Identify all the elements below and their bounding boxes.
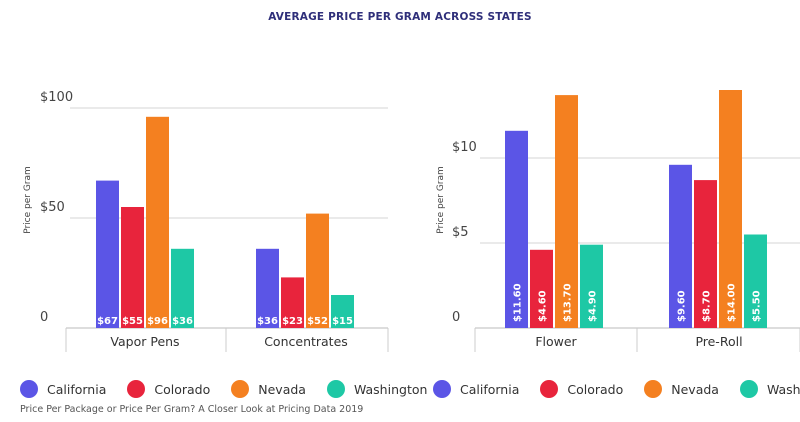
data-label: $96 — [147, 316, 168, 327]
data-label: $36 — [257, 316, 278, 327]
legend-swatch — [644, 380, 663, 398]
bar — [121, 207, 144, 328]
legend-swatch — [20, 380, 38, 398]
data-label: $55 — [122, 316, 143, 327]
bar — [580, 244, 603, 328]
data-label: $4.90 — [588, 290, 599, 322]
bar — [171, 248, 194, 328]
bar — [331, 295, 354, 328]
y-tick-label: $10 — [452, 140, 477, 155]
bar — [744, 234, 767, 328]
legend-item: California — [20, 380, 106, 398]
category-label: Vapor Pens — [110, 334, 179, 349]
legend-label: Washington — [766, 381, 800, 397]
y-axis-label: Price per Gram — [436, 166, 446, 234]
data-label: $52 — [307, 316, 328, 327]
bar — [719, 90, 742, 328]
legend-item: Nevada — [644, 380, 719, 398]
legend-item: Colorado — [127, 380, 210, 398]
legend-label: Washington — [353, 381, 428, 397]
bar — [555, 95, 578, 328]
data-label: $14.00 — [727, 283, 738, 322]
bar — [96, 180, 119, 328]
data-label: $4.60 — [538, 290, 549, 322]
data-label: $15 — [332, 316, 353, 327]
legend-item: Washington — [326, 380, 428, 398]
chart-title: AVERAGE PRICE PER GRAM ACROSS STATES — [268, 11, 532, 23]
category-label: Flower — [535, 334, 577, 349]
legend-swatch — [231, 380, 250, 398]
legend-label: Nevada — [671, 381, 719, 397]
data-label: $8.70 — [702, 290, 713, 322]
data-label: $11.60 — [513, 283, 524, 322]
legend-label: Nevada — [258, 381, 306, 397]
bar — [694, 180, 717, 328]
legend-item: Washington — [739, 380, 800, 398]
data-label: $36 — [172, 316, 193, 327]
legend-label: Colorado — [567, 381, 624, 397]
legend-swatch — [540, 380, 559, 398]
legend-label: California — [47, 381, 107, 397]
data-label: $67 — [97, 316, 118, 327]
legend-item: Colorado — [540, 380, 623, 398]
legend-swatch — [739, 380, 758, 398]
legend-swatch — [127, 380, 146, 398]
legend-swatch — [326, 380, 345, 398]
legend-label: California — [460, 381, 520, 397]
y-tick-label: $100 — [40, 90, 73, 105]
bar — [256, 248, 279, 328]
data-label: $13.70 — [563, 283, 574, 322]
y-tick-label: $50 — [40, 200, 65, 215]
data-label: $23 — [282, 316, 303, 327]
source-note: Price Per Package or Price Per Gram? A C… — [20, 404, 364, 415]
legend-right: California Colorado Nevada Washington — [433, 379, 800, 399]
category-label: Pre-Roll — [695, 334, 742, 349]
legend-left: California Colorado Nevada Washington — [20, 379, 448, 399]
bar — [669, 164, 692, 328]
data-label: $5.50 — [752, 290, 763, 322]
legend-label: Colorado — [154, 381, 211, 397]
bar — [530, 249, 553, 328]
bar — [281, 277, 304, 328]
y-tick-label: 0 — [40, 310, 48, 325]
bar — [505, 130, 528, 328]
y-tick-label: 0 — [452, 310, 460, 325]
bar — [146, 116, 169, 328]
legend-item: California — [433, 380, 519, 398]
bar — [306, 213, 329, 328]
category-label: Concentrates — [264, 334, 348, 349]
y-tick-label: $5 — [452, 225, 469, 240]
y-axis-label: Price per Gram — [23, 166, 33, 234]
legend-item: Nevada — [231, 380, 306, 398]
data-label: $9.60 — [677, 290, 688, 322]
legend-swatch — [433, 380, 451, 398]
